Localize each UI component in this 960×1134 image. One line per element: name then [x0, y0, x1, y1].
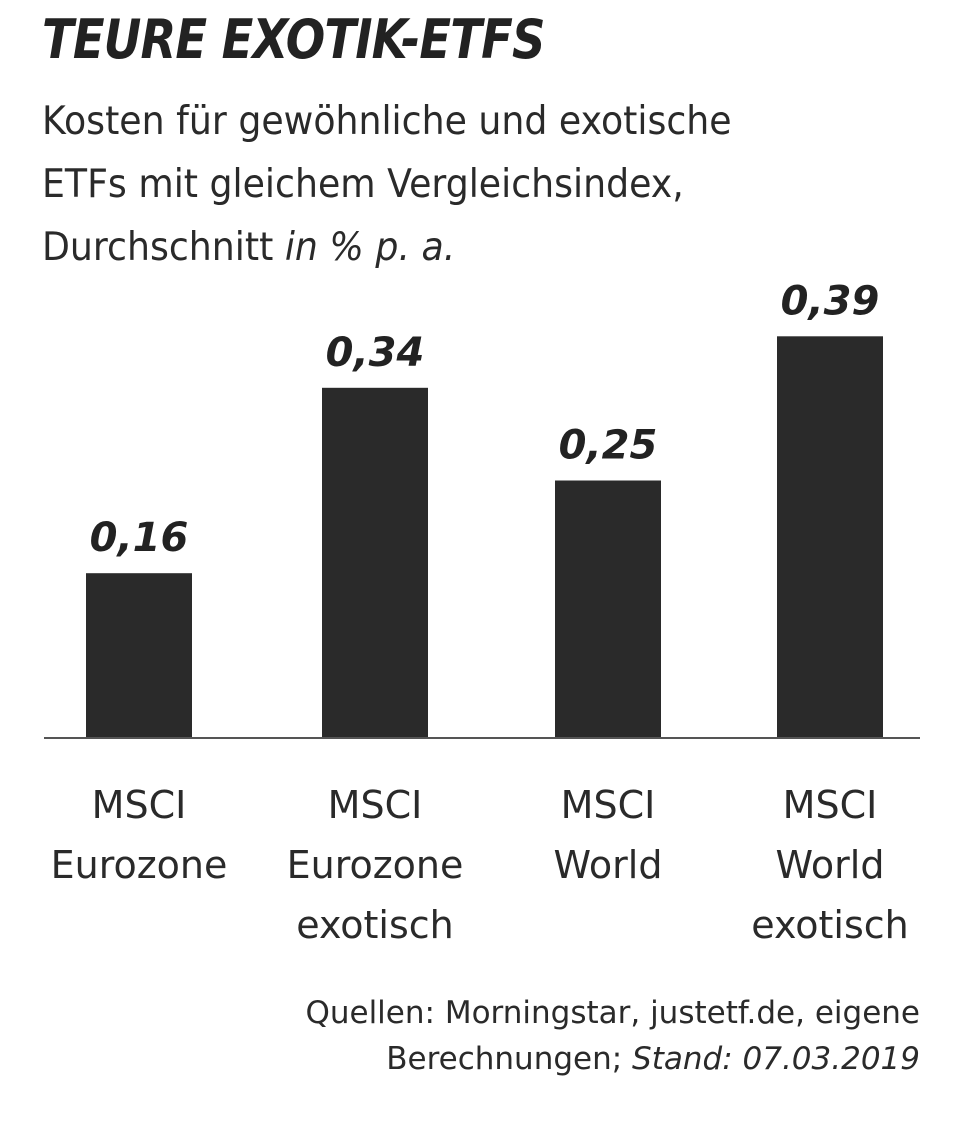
category-label-1-line-2: exotisch [296, 903, 454, 947]
subtitle-line-3: Durchschnitt in % p. a. [42, 216, 860, 279]
category-label-1-line-1: Eurozone [287, 843, 464, 887]
bar-0 [86, 573, 192, 738]
chart-title: TEURE EXOTIK-ETFS [42, 8, 545, 71]
category-label-3-line-0: MSCI [783, 783, 878, 827]
value-label-0: 0,16 [90, 515, 189, 561]
value-label-1: 0,34 [326, 330, 425, 376]
category-label-1-line-0: MSCI [328, 783, 423, 827]
bar-2 [555, 480, 661, 738]
source-line-2: Berechnungen; Stand: 07.03.2019 [160, 1036, 920, 1082]
source-date: Stand: 07.03.2019 [632, 1041, 920, 1077]
source-note: Quellen: Morningstar, justetf.de, eigene… [160, 990, 920, 1082]
subtitle-line-2: ETFs mit gleichem Vergleichsindex, [42, 162, 684, 207]
subtitle-unit: in % p. a. [284, 225, 456, 270]
bar-1 [322, 387, 428, 738]
category-label-0-line-0: MSCI [92, 783, 187, 827]
bar-3 [777, 336, 883, 738]
value-label-2: 0,25 [559, 423, 658, 469]
bar-chart: 0,16 0,34 0,25 0,39 MSCI Eurozone MSCI Eurozon… [44, 280, 920, 947]
value-labels-group: 0,16 0,34 0,25 0,39 [90, 280, 880, 561]
category-label-3-line-1: World [776, 843, 885, 887]
bars-group [86, 336, 883, 738]
category-labels-group: MSCI Eurozone MSCI Eurozone exotisch MSCI Worl… [51, 783, 909, 947]
subtitle-line-1: Kosten für gewöhnliche und exotische [42, 99, 732, 144]
category-label-3-line-2: exotisch [751, 903, 909, 947]
category-label-0-line-1: Eurozone [51, 843, 228, 887]
category-label-2-line-0: MSCI [561, 783, 656, 827]
source-prefix: Berechnungen; [386, 1041, 633, 1077]
value-label-3: 0,39 [781, 280, 880, 324]
chart-subtitle: Kosten für gewöhnliche und exotische ETF… [42, 90, 860, 279]
category-label-2-line-1: World [554, 843, 663, 887]
subtitle-prefix: Durchschnitt [42, 225, 285, 270]
source-line-1: Quellen: Morningstar, justetf.de, eigene [305, 995, 920, 1031]
